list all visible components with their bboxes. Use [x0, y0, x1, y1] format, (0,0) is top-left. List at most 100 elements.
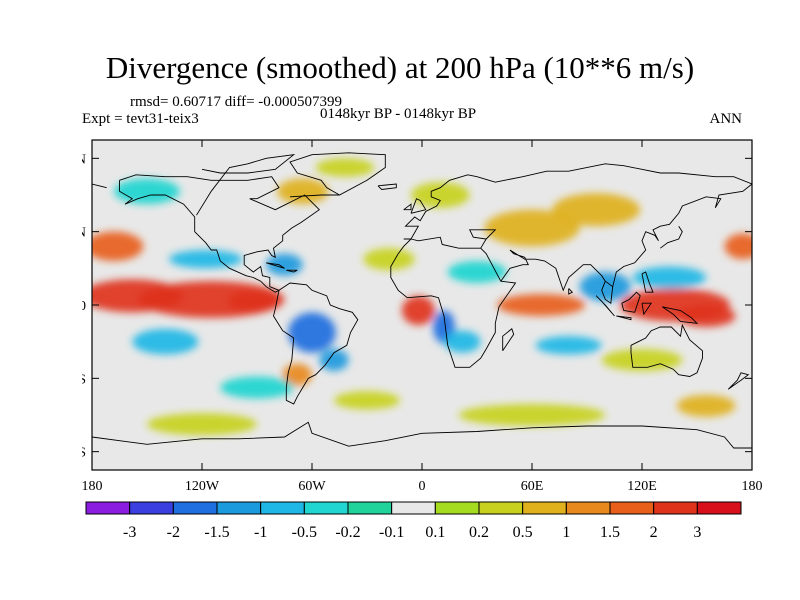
colorbar-swatch-8	[434, 501, 480, 515]
field-blob-12	[363, 248, 415, 271]
field-blob-33	[411, 182, 470, 208]
field-blob-31	[447, 261, 507, 283]
coastline-10	[595, 295, 615, 317]
lon-tick-label: 180	[82, 479, 103, 490]
colorbar-swatch-3	[216, 501, 262, 515]
rmsd-diff-stats: rmsd= 0.60717 diff= -0.000507399	[130, 94, 343, 110]
colorbar-swatch-12	[609, 501, 655, 515]
coastline-8	[660, 225, 683, 249]
field-blob-11	[315, 158, 375, 177]
coastline-3	[92, 183, 107, 189]
coastline-7	[612, 183, 752, 287]
colorbar: -3 -2 -1.5 -1 -0.5 -0.2 -0.1 0.1 0.2 0.5 1 1.5 2 3	[85, 501, 742, 541]
field-blob-28	[220, 376, 294, 399]
colorbar-label: -0.1	[379, 524, 404, 541]
colorbar-swatch-10	[522, 501, 567, 515]
season-label: ANN	[709, 111, 743, 127]
colorbar-swatch-5	[303, 501, 349, 515]
coastlines	[92, 152, 752, 449]
coastline-24	[286, 269, 298, 273]
colorbar-label: 0.5	[513, 524, 533, 541]
colorbar-label: -1.5	[204, 524, 229, 541]
coastline-16	[502, 328, 515, 352]
coastline-13	[641, 302, 653, 316]
lon-tick-label: 60E	[521, 479, 544, 490]
colorbar-swatch-14	[696, 501, 742, 515]
coastline-14	[661, 306, 699, 324]
field-blob-3	[92, 231, 144, 261]
field-blob-2	[227, 290, 279, 313]
colorbar-swatch-9	[478, 501, 524, 515]
coastline-26	[92, 421, 752, 449]
colorbar-swatch-2	[172, 501, 218, 515]
field-blob-29	[676, 394, 736, 417]
lat-tick-label: 80S	[82, 446, 86, 461]
field-blob-9	[282, 363, 312, 386]
coastline-23	[266, 262, 285, 269]
coastline-1	[273, 282, 359, 405]
field-blob-18	[552, 193, 641, 227]
colorbar-label: 1.5	[600, 524, 620, 541]
field-blob-10	[277, 178, 329, 205]
axis-ticks: 80N 40N 0 40S 80S 180 120W 60W 0 60E 120E 180	[82, 140, 762, 490]
coastline-4	[390, 236, 517, 368]
field-blob-24	[601, 349, 683, 371]
field-blob-4	[169, 250, 243, 269]
colorbar-label: -3	[123, 524, 136, 541]
colorbar-swatch-1	[129, 501, 174, 515]
coastline-6	[500, 249, 614, 304]
lon-tick-label: 60W	[298, 479, 326, 490]
colorbar-label: -1	[254, 524, 267, 541]
period-label: 0148kyr BP - 0148kyr BP	[320, 106, 477, 122]
colorbar-label: 0.2	[469, 524, 489, 541]
coastline-0	[119, 174, 320, 293]
coastline-2	[403, 163, 752, 240]
colorbar-label: 0.1	[425, 524, 445, 541]
divergence-map: 80N 40N 0 40S 80S 180 120W 60W 0 60E 120E 180	[82, 139, 762, 490]
coastline-11	[616, 315, 632, 321]
field-blob-5	[132, 328, 199, 355]
colorbar-swatch-7	[391, 501, 436, 515]
field-blob-19	[579, 272, 631, 302]
coastline-15	[641, 271, 654, 293]
lon-tick-label: 120E	[627, 479, 657, 490]
coastline-9	[630, 323, 703, 377]
lon-tick-label: 0	[419, 479, 426, 490]
coastline-19	[403, 203, 412, 211]
lon-tick-label: 180	[742, 479, 763, 490]
field-blob-17	[484, 209, 580, 247]
colorbar-label: -2	[167, 524, 180, 541]
coastline-17	[568, 288, 574, 295]
coastline-21	[289, 152, 386, 198]
field-blob-20	[632, 266, 707, 289]
field-blob-7	[288, 312, 336, 353]
coastline-20	[377, 183, 397, 190]
field-blob-32	[114, 178, 180, 205]
field-blob-27	[147, 413, 257, 436]
colorbar-swatch-11	[565, 501, 611, 515]
lat-tick-label: 40S	[82, 372, 86, 387]
field-blob-15	[444, 330, 481, 353]
coastline-5	[468, 229, 497, 249]
lat-tick-label: 0	[82, 299, 86, 314]
field-blob-23	[724, 233, 752, 260]
field-blob-22	[676, 305, 736, 327]
colorbar-label: 1	[562, 524, 570, 541]
coastline-12	[621, 291, 641, 313]
colorbar-label: 2	[650, 524, 658, 541]
lat-tick-label: 80N	[82, 152, 86, 167]
coastline-22	[196, 154, 296, 216]
colorbar-label: 3	[693, 524, 701, 541]
coastline-18	[410, 198, 427, 214]
colorbar-label: -0.5	[292, 524, 317, 541]
colorbar-swatch-0	[85, 501, 131, 515]
lon-tick-label: 120W	[185, 479, 220, 490]
colorbar-swatch-4	[260, 501, 305, 515]
field-blob-8	[319, 349, 349, 371]
lat-tick-label: 40N	[82, 226, 86, 241]
field-blob-30	[334, 391, 400, 410]
colorbar-swatch-13	[653, 501, 698, 515]
colorbar-swatch-6	[347, 501, 393, 515]
experiment-label: Expt = tevt31-teix3	[82, 111, 199, 127]
field-blob-26	[458, 404, 606, 426]
